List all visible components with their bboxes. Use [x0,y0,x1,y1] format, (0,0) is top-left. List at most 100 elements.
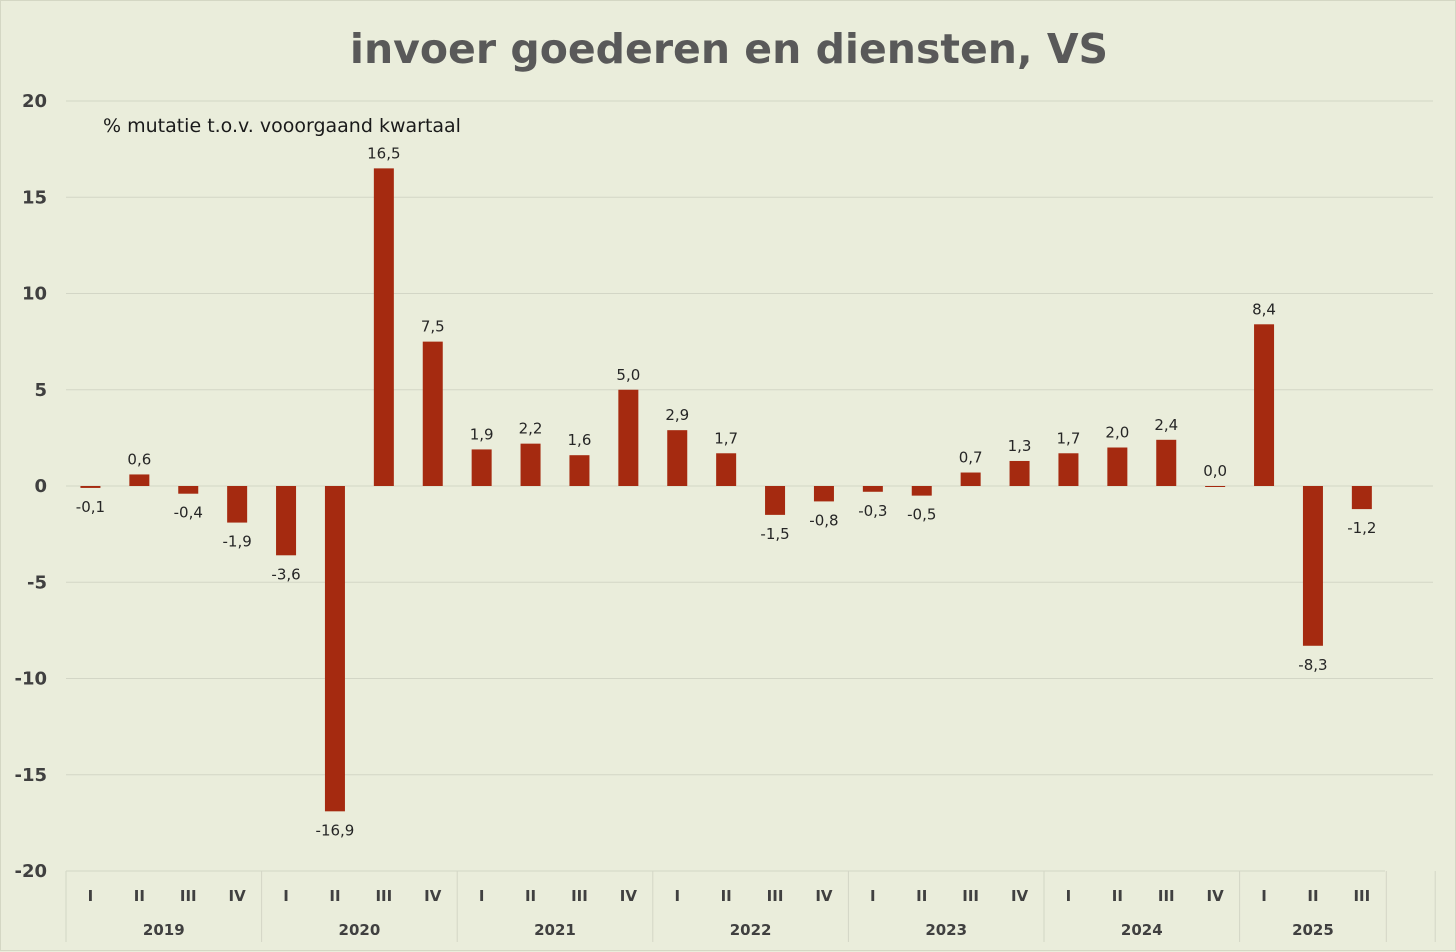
y-tick-label: 20 [22,91,47,112]
data-label: -0,5 [907,506,936,524]
quarter-label: III [962,887,979,905]
quarter-label: IV [815,887,833,905]
data-label: -0,1 [76,498,105,516]
quarter-label: III [375,887,392,905]
y-axis-ticks: 20 15 10 5 0 -5 -10 -15 -20 [14,91,47,882]
bar [960,472,981,486]
quarter-label: IV [1207,887,1225,905]
data-label: 1,6 [568,431,592,449]
bar [1107,447,1128,486]
bar [471,449,492,486]
quarter-label: IV [229,887,247,905]
quarter-label: II [1307,887,1318,905]
bar [1009,460,1030,486]
quarter-label: II [721,887,732,905]
quarter-label: IV [1011,887,1029,905]
data-label: -1,9 [223,533,252,551]
data-label: 2,2 [519,420,543,438]
data-label: -0,4 [174,504,203,522]
y-tick-label: 0 [34,476,47,497]
data-label: -3,6 [271,565,300,583]
year-label: 2020 [339,921,381,939]
data-label: 1,7 [714,429,738,447]
quarter-label: II [916,887,927,905]
bar [667,430,688,486]
y-tick-label: 5 [34,380,47,401]
data-label: 1,9 [470,425,494,443]
bar [520,443,541,486]
bar [373,168,394,486]
bar [862,486,883,492]
data-label: 0,7 [959,449,983,467]
data-label: -8,3 [1298,656,1327,674]
quarter-label: I [283,887,289,905]
bar [80,486,101,488]
data-label: -1,2 [1347,519,1376,537]
bar [618,389,639,486]
quarter-label: III [767,887,784,905]
data-labels: -0,1 0,6 -0,4 -1,9 -3,6 -16,9 16,5 7,5 1,9 2,2 1,6… [76,144,1377,839]
quarter-label: II [525,887,536,905]
bar [911,486,932,496]
quarter-label: IV [620,887,638,905]
bar [1058,453,1079,486]
bar [129,474,150,486]
data-label: -0,8 [809,511,838,529]
y-tick-label: -15 [14,765,47,786]
data-label: 2,0 [1105,424,1129,442]
quarter-label: I [870,887,876,905]
data-label: -1,5 [760,525,789,543]
y-tick-label: 15 [22,187,47,208]
bar [1351,486,1372,510]
year-label: 2023 [925,921,967,939]
chart-title: invoer goederen en diensten, VS [350,25,1108,73]
quarter-label: II [1112,887,1123,905]
quarter-label: I [88,887,94,905]
year-label: 2021 [534,921,576,939]
bar [422,341,443,486]
quarter-label: II [134,887,145,905]
data-label: -0,3 [858,502,887,520]
quarter-label: IV [424,887,442,905]
quarter-label: I [479,887,485,905]
data-label: 0,6 [127,450,151,468]
bar [1156,439,1177,486]
quarter-label: III [180,887,197,905]
data-label: 7,5 [421,318,445,336]
quarter-label: I [674,887,680,905]
data-label: 0,0 [1203,462,1227,480]
y-tick-label: 10 [22,284,47,305]
data-label: 5,0 [616,366,640,384]
data-label: -16,9 [316,821,355,839]
y-tick-label: -10 [14,669,47,690]
bar [569,455,590,486]
bar [765,486,786,515]
year-label: 2024 [1121,921,1163,939]
bar [324,486,345,812]
quarter-label: III [1353,887,1370,905]
data-label: 1,7 [1057,429,1081,447]
y-tick-label: -5 [27,572,47,593]
gridlines [66,100,1433,776]
bar [1205,486,1226,487]
y-tick-label: -20 [14,861,47,882]
quarter-label: I [1261,887,1267,905]
bar [716,453,737,486]
data-label: 8,4 [1252,300,1276,318]
data-label: 2,9 [665,406,689,424]
bar [227,486,248,523]
quarter-label: I [1066,887,1072,905]
bars [80,168,1372,812]
quarter-label: II [329,887,340,905]
data-label: 16,5 [367,144,400,162]
bar [1254,324,1275,486]
data-label: 1,3 [1008,437,1032,455]
bar [1302,486,1323,646]
year-label: 2025 [1292,921,1334,939]
bar [813,486,834,502]
data-label: 2,4 [1154,416,1178,434]
year-label: 2019 [143,921,185,939]
